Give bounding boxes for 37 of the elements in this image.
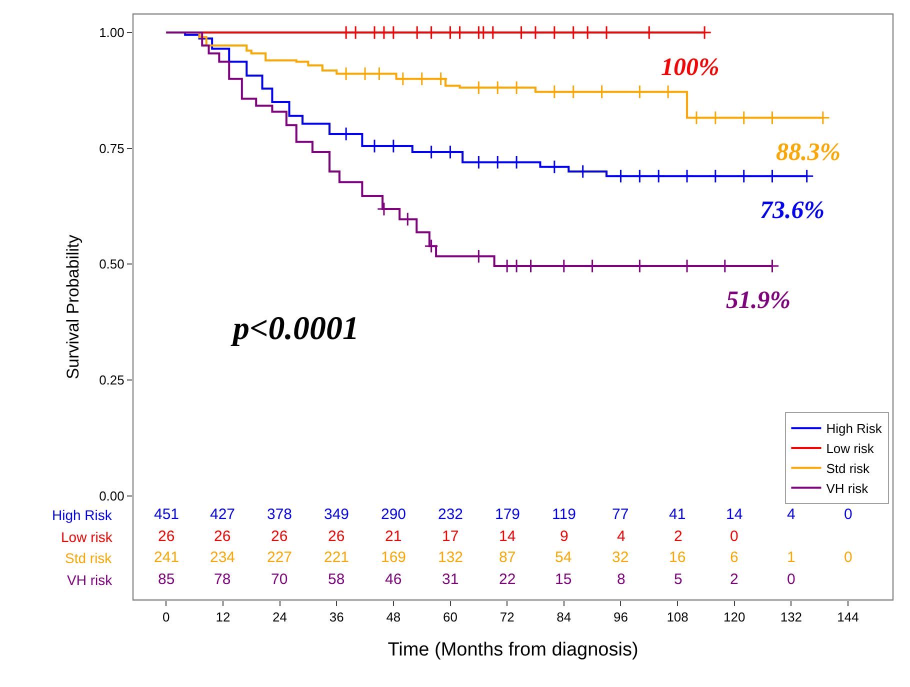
x-tick-label: 96: [613, 610, 628, 625]
legend-label: Low risk: [826, 441, 874, 456]
y-axis-title: Survival Probability: [64, 234, 83, 380]
x-tick-label: 12: [216, 610, 230, 625]
annotation: p<0.0001: [230, 311, 360, 347]
x-tick-label: 132: [780, 610, 802, 625]
y-tick-label: 0.25: [99, 372, 124, 388]
y-tick-label: 0.00: [99, 488, 124, 504]
text: Std risk: [65, 550, 113, 566]
x-tick-label: 60: [443, 610, 458, 625]
x-tick-label: 120: [724, 610, 746, 625]
annotation: 51.9%: [726, 287, 791, 314]
x-tick-label: 72: [500, 610, 514, 625]
x-axis-title: Time (Months from diagnosis): [388, 639, 638, 660]
text: 85 78 70 58 46 31 22 15 8 5 2 0: [158, 571, 796, 588]
text: Low risk: [61, 529, 114, 545]
x-tick-label: 0: [162, 610, 170, 625]
text: 241 234 227 221 169 132 87 54 32 16 6 1 0: [154, 549, 852, 566]
y-tick-label: 0.75: [99, 140, 124, 156]
x-tick-label: 48: [386, 610, 401, 625]
x-tick-label: 144: [837, 610, 859, 625]
y-tick-label: 0.50: [99, 256, 124, 272]
legend-label: Std risk: [826, 460, 870, 476]
text: High Risk: [52, 507, 113, 523]
y-tick-label: 1.00: [99, 25, 124, 40]
annotation: 73.6%: [760, 197, 825, 224]
annotation: 100%: [661, 54, 720, 81]
x-tick-label: 36: [329, 610, 344, 625]
x-tick-label: 24: [272, 610, 288, 625]
legend-label: High Risk: [826, 421, 882, 436]
legend-label: VH risk: [826, 480, 869, 496]
annotation: 88.3%: [776, 139, 841, 166]
text: VH risk: [67, 572, 114, 588]
text: 451 427 378 349 290 232 179 119 77 41 14 4 0: [154, 506, 852, 523]
x-tick-label: 84: [556, 610, 572, 625]
text: 26 26 26 26 21 17 14 9 4 2 0: [158, 528, 738, 545]
x-tick-label: 108: [666, 610, 688, 625]
